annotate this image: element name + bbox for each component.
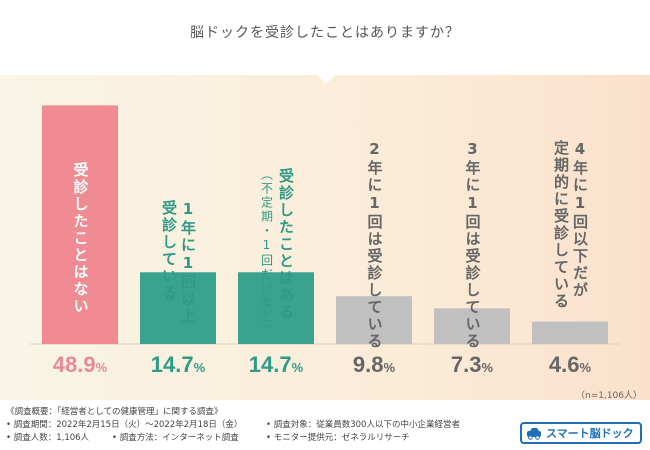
value-number-5: 7.3 (450, 352, 482, 377)
value-label-2: 14.7% (140, 352, 216, 378)
value-label-5: 7.3% (434, 352, 510, 378)
header-notch (317, 75, 335, 84)
category-label-6-line-1: 4年に1回以下だが (571, 140, 589, 299)
value-number-3: 14.7 (248, 352, 292, 377)
sample-size-note: （n=1,106人） (575, 391, 642, 401)
value-unit-3: % (291, 360, 304, 375)
category-label-2-line-2: 受診している (160, 200, 178, 302)
value-label-3: 14.7% (238, 352, 314, 378)
value-label-1: 48.9% (42, 352, 118, 378)
bar-4 (336, 296, 412, 344)
category-label-4-line-1: 2年に1回は受診している (365, 140, 384, 350)
bar-5 (434, 308, 510, 344)
car-icon (527, 428, 541, 440)
smart-brain-dock-logo: スマート脳ドック (520, 422, 642, 444)
logo-text: スマート脳ドック (546, 427, 634, 440)
value-number-2: 14.7 (150, 352, 194, 377)
bar-chart (30, 105, 620, 345)
value-number-4: 9.8 (352, 352, 384, 377)
value-label-4: 9.8% (336, 352, 412, 378)
value-number-1: 48.9 (52, 352, 96, 377)
bar-3 (238, 272, 314, 344)
category-label-2-line-1: 1年に1回以上 (179, 200, 197, 325)
chart-title: 脳ドックを受診したことはありますか？ (190, 25, 460, 41)
bar-6 (532, 321, 608, 344)
category-label-6-line-2: 定期的に受診している (552, 140, 570, 310)
value-unit-4: % (383, 360, 396, 375)
survey-method: • 調査方法：インターネット調査 (112, 433, 239, 443)
survey-provider: • モニター提供元：ゼネラルリサーチ (266, 433, 410, 443)
header: 脳ドックを受診したことはありますか？ (0, 0, 650, 84)
bar-1 (42, 105, 118, 344)
category-label-5-line-1: 3年に1回は受診している (463, 140, 482, 350)
survey-period: • 調査期間：2022年2月15日（火）〜2022年2月18日（金） (6, 420, 243, 430)
value-number-6: 4.6 (548, 352, 580, 377)
category-label-3-line-1: 受診したことはある (277, 168, 295, 321)
value-unit-1: % (95, 360, 108, 375)
survey-count: • 調査人数：1,106人 (6, 433, 90, 443)
value-unit-6: % (579, 360, 592, 375)
value-unit-5: % (481, 360, 494, 375)
value-label-6: 4.6% (532, 352, 608, 378)
category-label-1-line-1: 受診したことはない (71, 162, 90, 315)
survey-title: 《調査概要：「経営者としての健康管理」に関する調査》 (6, 407, 223, 417)
survey-target: • 調査対象：従業員数300人以下の中小企業経営者 (266, 420, 460, 430)
category-sublabel-3: （不定期・1回だけなど） (259, 168, 274, 338)
value-unit-2: % (193, 360, 206, 375)
bar-2 (140, 272, 216, 344)
